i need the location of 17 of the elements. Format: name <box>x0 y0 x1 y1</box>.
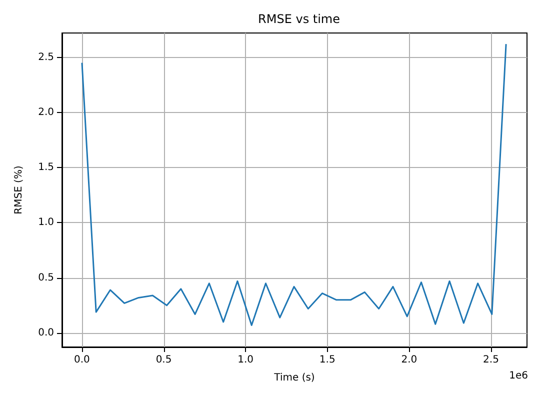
x-tick-label: 2.0 <box>401 354 418 366</box>
y-tick-label: 1.0 <box>38 217 54 228</box>
x-tick-label: 2.5 <box>483 354 499 366</box>
x-axis-title: Time (s) <box>273 372 315 384</box>
y-tick-label: 1.5 <box>38 162 54 174</box>
y-tick-label: 2.0 <box>38 106 54 118</box>
y-tick-label: 0.5 <box>38 272 54 284</box>
line-series <box>81 43 507 326</box>
chart-title: RMSE vs time <box>258 12 340 26</box>
y-tick-label: 0.0 <box>38 327 54 338</box>
x-tick-label: 1.0 <box>238 354 254 366</box>
text: 1e6 <box>509 370 528 382</box>
x-tick-label: 0.0 <box>74 354 90 366</box>
x-tick-label: 0.5 <box>156 354 172 366</box>
y-tick-label: 2.5 <box>38 52 54 63</box>
x-tick-label: 1.5 <box>319 354 336 366</box>
y-axis-title: RMSE (%) <box>14 166 24 214</box>
